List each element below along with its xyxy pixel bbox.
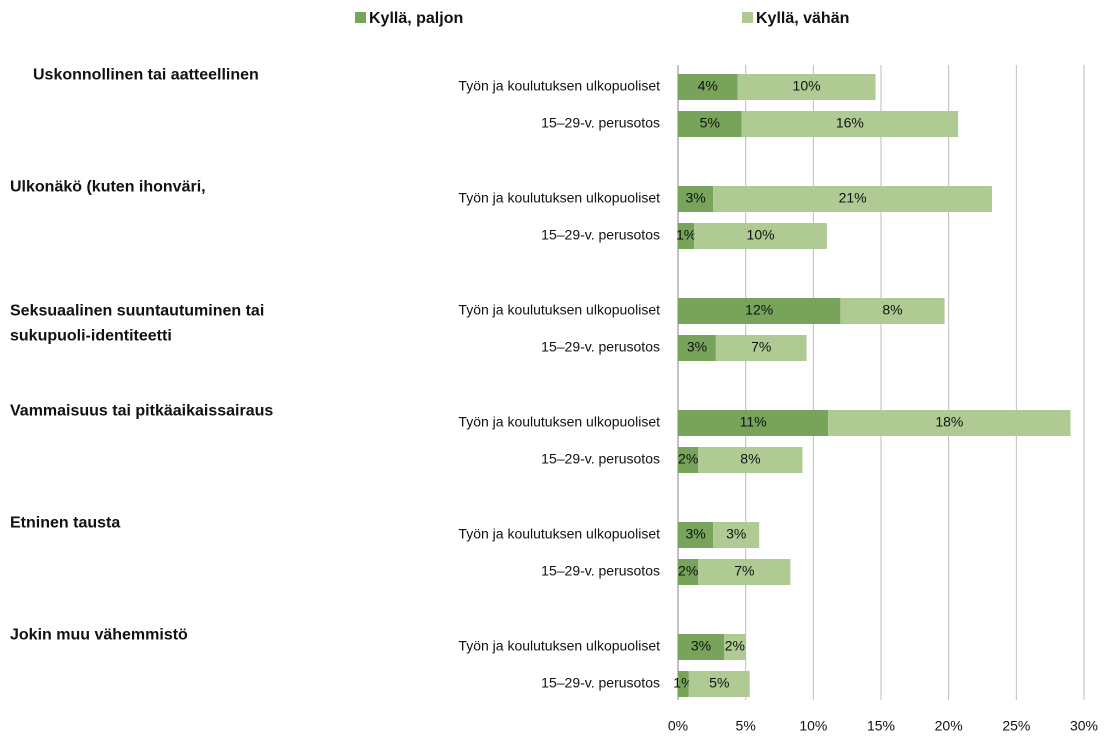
- x-tick-label: 25%: [1002, 718, 1030, 734]
- bar-segment: [713, 186, 992, 212]
- data-label: 16%: [836, 115, 864, 131]
- bar-segment: [828, 410, 1071, 436]
- data-label: 3%: [726, 526, 746, 542]
- group-label: Etninen tausta: [10, 515, 120, 532]
- legend-label: Kyllä, paljon: [369, 10, 463, 27]
- x-tick-label: 0%: [668, 718, 688, 734]
- y-tick-label: 15–29-v. perusotos: [541, 675, 660, 691]
- y-tick-label: 15–29-v. perusotos: [541, 227, 660, 243]
- data-label: 2%: [678, 563, 698, 579]
- data-label: 5%: [709, 675, 729, 691]
- group-label: Vammaisuus tai pitkäaikaissairaus: [10, 403, 273, 420]
- bar-segment: [678, 522, 714, 548]
- y-tick-label: 15–29-v. perusotos: [541, 451, 660, 467]
- group-label: Jokin muu vähemmistö: [10, 627, 188, 644]
- data-label: 10%: [793, 78, 821, 94]
- data-label: 7%: [734, 563, 754, 579]
- data-label: 18%: [935, 414, 963, 430]
- bar-segment: [713, 522, 760, 548]
- data-label: 21%: [839, 190, 867, 206]
- bar-segment: [678, 223, 695, 249]
- y-tick-label: Työn ja koulutuksen ulkopuoliset: [458, 302, 660, 318]
- y-tick-label: Työn ja koulutuksen ulkopuoliset: [458, 638, 660, 654]
- bar-segment: [678, 186, 714, 212]
- data-label: 8%: [882, 302, 902, 318]
- bar-segment: [688, 671, 750, 697]
- y-tick-label: Työn ja koulutuksen ulkopuoliset: [458, 78, 660, 94]
- x-tick-label: 20%: [935, 718, 963, 734]
- data-label: 4%: [698, 78, 718, 94]
- data-label: 2%: [725, 638, 745, 654]
- bar-segment: [678, 634, 725, 660]
- data-label: 2%: [678, 451, 698, 467]
- group-label: Ulkonäkö (kuten ihonväri,: [10, 179, 206, 196]
- bar-segment: [678, 74, 738, 100]
- y-tick-label: Työn ja koulutuksen ulkopuoliset: [458, 190, 660, 206]
- bar-segment: [840, 298, 945, 324]
- bar-segment: [678, 111, 742, 137]
- data-label: 3%: [685, 190, 705, 206]
- y-tick-label: 15–29-v. perusotos: [541, 563, 660, 579]
- bar-segment: [698, 559, 791, 585]
- data-label: 3%: [687, 339, 707, 355]
- data-label: 8%: [740, 451, 760, 467]
- legend-label: Kyllä, vähän: [756, 10, 849, 27]
- data-label: 1%: [676, 227, 696, 243]
- x-tick-label: 10%: [799, 718, 827, 734]
- group-label: Uskonnollinen tai aatteellinen: [33, 67, 259, 84]
- bar-segment: [678, 447, 699, 473]
- bar-segment: [698, 447, 803, 473]
- y-tick-label: 15–29-v. perusotos: [541, 339, 660, 355]
- bar-segment: [678, 559, 699, 585]
- data-label: 5%: [700, 115, 720, 131]
- data-label: 12%: [745, 302, 773, 318]
- bar-segment: [678, 671, 689, 697]
- data-label: 10%: [747, 227, 775, 243]
- bar-segment: [737, 74, 876, 100]
- group-label: Seksuaalinen suuntautuminen tai: [10, 303, 264, 320]
- data-label: 3%: [691, 638, 711, 654]
- bar-segment: [715, 335, 807, 361]
- bar-segment: [724, 634, 746, 660]
- x-tick-label: 15%: [867, 718, 895, 734]
- bar-segment: [694, 223, 827, 249]
- group-label: sukupuoli-identiteetti: [10, 328, 172, 345]
- data-label: 7%: [751, 339, 771, 355]
- bar-segment: [678, 410, 829, 436]
- y-tick-label: Työn ja koulutuksen ulkopuoliset: [458, 526, 660, 542]
- data-label: 3%: [685, 526, 705, 542]
- x-tick-label: 5%: [736, 718, 756, 734]
- y-tick-label: 15–29-v. perusotos: [541, 115, 660, 131]
- bar-segment: [678, 335, 716, 361]
- y-tick-label: Työn ja koulutuksen ulkopuoliset: [458, 414, 660, 430]
- data-label: 1%: [673, 675, 693, 691]
- legend-swatch: [742, 12, 753, 23]
- data-label: 11%: [740, 414, 767, 430]
- bar-segment: [678, 298, 841, 324]
- x-tick-label: 30%: [1070, 718, 1098, 734]
- legend-swatch: [355, 12, 366, 23]
- bar-segment: [741, 111, 959, 137]
